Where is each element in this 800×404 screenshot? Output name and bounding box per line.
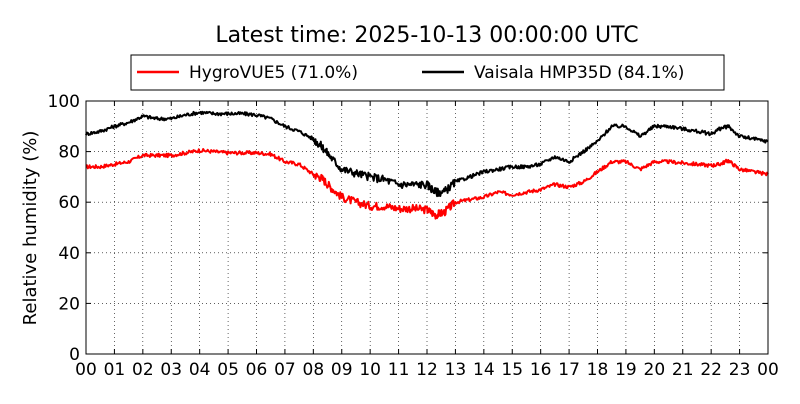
x-tick-label: 21	[672, 360, 694, 380]
x-tick-label: 20	[644, 360, 666, 380]
x-tick-label: 13	[445, 360, 467, 380]
y-axis-label: Relative humidity (%)	[20, 131, 41, 326]
x-tick-label: 00	[75, 360, 97, 380]
y-tick-label: 20	[58, 294, 80, 314]
x-tick-label: 14	[473, 360, 495, 380]
x-tick-label: 16	[530, 360, 552, 380]
x-tick-label: 18	[587, 360, 609, 380]
x-tick-label: 06	[246, 360, 268, 380]
legend: HygroVUE5 (71.0%) Vaisala HMP35D (84.1%)	[130, 54, 725, 91]
chart-title: Latest time: 2025-10-13 00:00:00 UTC	[215, 23, 638, 48]
x-tick-label: 15	[501, 360, 523, 380]
series-line-0	[85, 148, 769, 220]
x-tick-label: 19	[615, 360, 637, 380]
x-tick-label: 02	[132, 360, 154, 380]
x-tick-label: 12	[416, 360, 438, 380]
x-tick-label: 07	[274, 360, 296, 380]
x-tick-label: 10	[359, 360, 381, 380]
series-lines	[85, 110, 769, 220]
x-tick-label: 23	[729, 360, 751, 380]
y-tick-label: 40	[58, 244, 80, 264]
series-line-1	[85, 110, 769, 198]
y-tick-label: 60	[58, 193, 80, 213]
axis-ticks: 00 01 02 03 04 05 06 07 08 09 10 11 12 13 14 15 16 17 18 19…	[48, 92, 779, 380]
y-tick-label: 0	[69, 345, 80, 365]
x-tick-label: 05	[217, 360, 239, 380]
x-tick-label: 03	[160, 360, 182, 380]
grid-lines	[86, 101, 768, 354]
x-tick-label: 22	[700, 360, 722, 380]
x-tick-label: 04	[189, 360, 211, 380]
x-tick-label: 09	[331, 360, 353, 380]
y-tick-label: 80	[58, 143, 80, 163]
x-tick-label: 17	[558, 360, 580, 380]
y-tick-label: 100	[48, 92, 80, 112]
x-tick-label: 11	[388, 360, 410, 380]
legend-label-1: Vaisala HMP35D (84.1%)	[474, 63, 684, 83]
x-tick-label: 00	[757, 360, 779, 380]
x-tick-label: 01	[104, 360, 126, 380]
legend-label-0: HygroVUE5 (71.0%)	[189, 63, 358, 83]
x-tick-label: 08	[303, 360, 325, 380]
